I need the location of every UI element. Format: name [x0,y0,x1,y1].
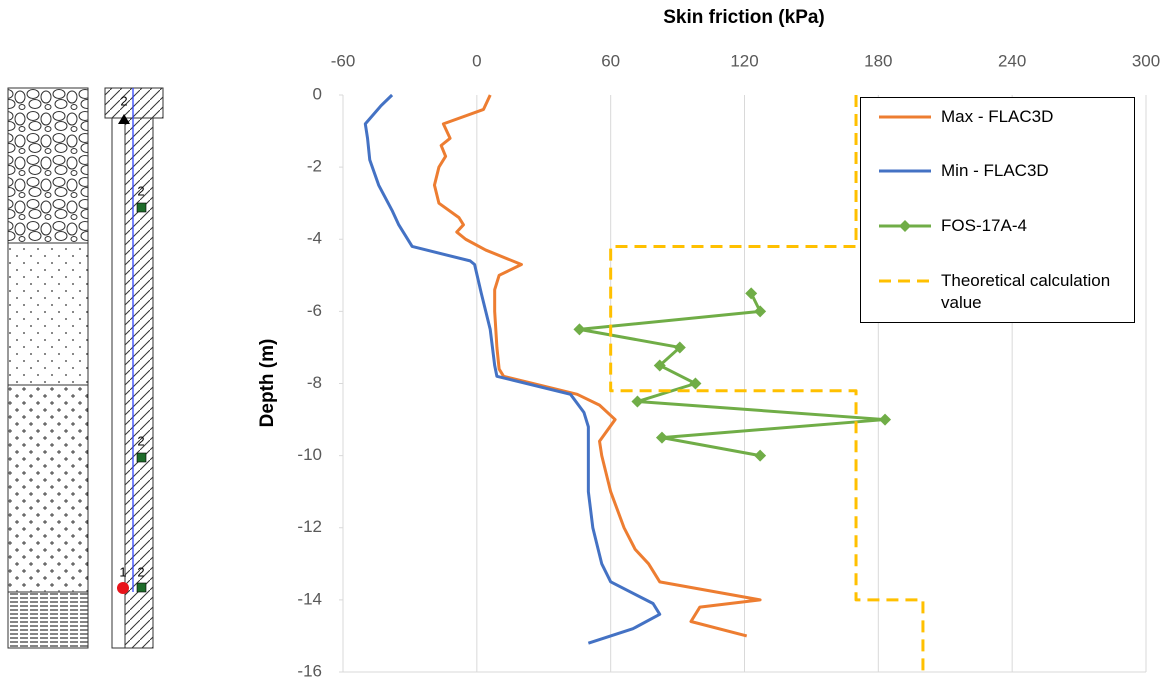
gravel-layer [7,87,89,244]
x-tick-label: 240 [998,51,1026,70]
sensor-square [136,202,147,213]
x-tick-label: 120 [730,51,758,70]
y-tick-label: -2 [307,157,322,176]
legend-entry: Max - FLAC3D [877,106,1141,128]
x-tick-label: 60 [601,51,620,70]
y-axis-title: Depth (m) [257,339,278,428]
chart-title: Skin friction (kPa) [663,7,825,28]
series-marker [653,359,666,372]
y-tick-label: -8 [307,373,322,392]
x-tick-label: 0 [472,51,481,70]
gravelly-sand-layer [7,384,89,593]
sand-layer [7,242,89,386]
y-tick-label: -12 [297,517,322,536]
legend-label: Theoretical calculation value [941,271,1111,312]
series-line [577,292,887,458]
legend-entry: Min - FLAC3D [877,160,1141,182]
x-tick-label: 180 [864,51,892,70]
sensor-label: 2 [137,433,144,448]
series-line [432,94,762,638]
sensor-label: 2 [137,564,144,579]
series-marker [655,431,668,444]
series-marker [745,287,758,300]
legend-entry: FOS-17A-4 [877,215,1141,237]
series-marker [754,305,767,318]
sensor-label: 2 [120,93,127,108]
legend-swatch [879,279,931,283]
series-marker [573,323,586,336]
y-tick-label: 0 [313,84,322,103]
sensor-square [136,582,147,593]
legend-swatch [879,115,931,119]
legend-label: Max - FLAC3D [941,107,1054,126]
legend-label: Min - FLAC3D [941,161,1049,180]
y-tick-label: -14 [297,589,322,608]
y-tick-label: -16 [297,661,322,679]
legend: Max - FLAC3D Min - FLAC3D FOS-17A-4 Theoret… [860,97,1135,323]
y-tick-label: -4 [307,229,322,248]
clay-layer [7,591,89,649]
y-tick-label: -6 [307,301,322,320]
legend-swatch [879,169,931,173]
x-tick-label: 300 [1132,51,1160,70]
series-marker [754,449,767,462]
sensor-square [136,452,147,463]
legend-swatch [879,220,931,232]
y-tick-label: -10 [297,445,322,464]
pile-cap [104,87,164,119]
series-marker [689,377,702,390]
sensor-label: 2 [137,183,144,198]
x-tick-label: -60 [331,51,356,70]
series-marker [631,395,644,408]
sensor-label: 1 [119,564,126,579]
legend-entry: Theoretical calculation value [877,270,1111,314]
sensor-triangle [118,114,130,124]
borehole-diagram: 2 2 2 1 2 [7,87,164,649]
legend-label: FOS-17A-4 [941,216,1027,235]
series-marker [879,413,892,426]
pile-inner [111,117,126,649]
series-line [363,93,662,645]
series-marker [673,341,686,354]
series-line [609,95,925,672]
sensor-circle [117,582,129,594]
legend-marker [899,220,911,232]
